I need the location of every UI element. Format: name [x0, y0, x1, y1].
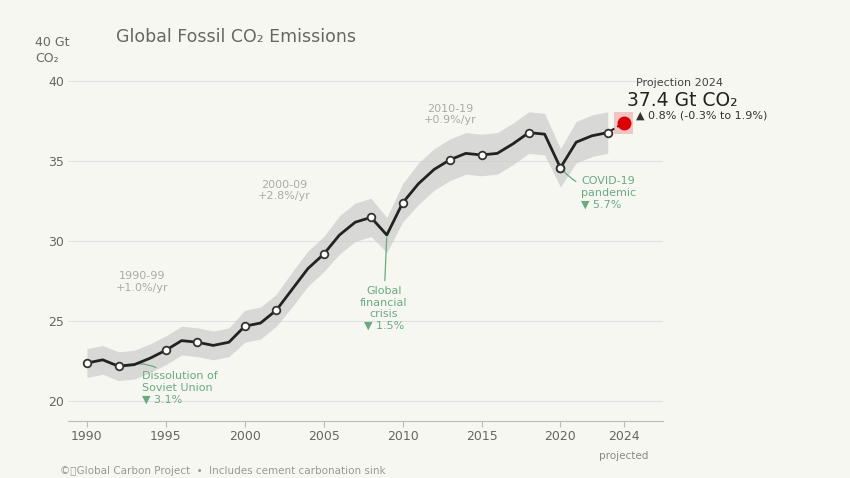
Text: projected: projected [599, 451, 649, 461]
Text: 2000-09
+2.8%/yr: 2000-09 +2.8%/yr [258, 180, 310, 201]
Text: 2010-19
+0.9%/yr: 2010-19 +0.9%/yr [423, 104, 476, 125]
Text: ©ⓘGlobal Carbon Project  •  Includes cement carbonation sink: ©ⓘGlobal Carbon Project • Includes cemen… [60, 466, 385, 476]
Text: 37.4 Gt CO₂: 37.4 Gt CO₂ [626, 91, 737, 110]
Text: Projection 2024: Projection 2024 [636, 78, 723, 88]
Text: COVID-19
pandemic
▼ 5.7%: COVID-19 pandemic ▼ 5.7% [562, 170, 636, 209]
Text: 1990-99
+1.0%/yr: 1990-99 +1.0%/yr [116, 271, 168, 293]
Text: Global Fossil CO₂ Emissions: Global Fossil CO₂ Emissions [116, 28, 355, 46]
Text: Dissolution of
Soviet Union
▼ 3.1%: Dissolution of Soviet Union ▼ 3.1% [122, 364, 218, 405]
Text: ▲ 0.8% (-0.3% to 1.9%): ▲ 0.8% (-0.3% to 1.9%) [636, 110, 768, 120]
Text: 40 Gt
CO₂: 40 Gt CO₂ [35, 35, 70, 65]
Text: Global
financial
crisis
▼ 1.5%: Global financial crisis ▼ 1.5% [360, 238, 407, 331]
